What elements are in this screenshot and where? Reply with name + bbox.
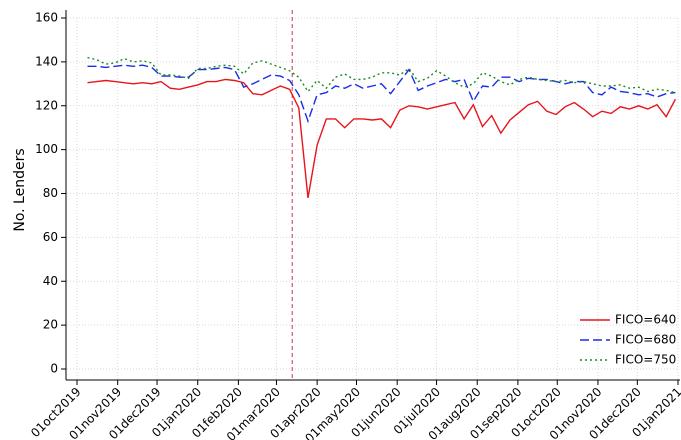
- y-tick-label: 0: [50, 362, 58, 376]
- y-tick-label: 80: [43, 186, 58, 200]
- y-tick-label: 160: [35, 11, 58, 25]
- series-line: [87, 64, 676, 124]
- legend-box: [573, 306, 677, 368]
- y-tick-label: 100: [35, 142, 58, 156]
- y-tick-label: 40: [43, 274, 58, 288]
- series-line: [87, 56, 676, 94]
- series-line: [87, 78, 677, 199]
- y-tick-label: 20: [43, 318, 58, 332]
- y-axis-label: No. Lenders: [12, 148, 28, 231]
- legend-label: FICO=750: [615, 353, 676, 367]
- y-tick-label: 120: [35, 98, 58, 112]
- legend-label: FICO=680: [615, 333, 676, 347]
- y-tick-label: 140: [35, 54, 58, 68]
- y-tick-label: 60: [43, 230, 58, 244]
- legend-label: FICO=640: [615, 313, 676, 327]
